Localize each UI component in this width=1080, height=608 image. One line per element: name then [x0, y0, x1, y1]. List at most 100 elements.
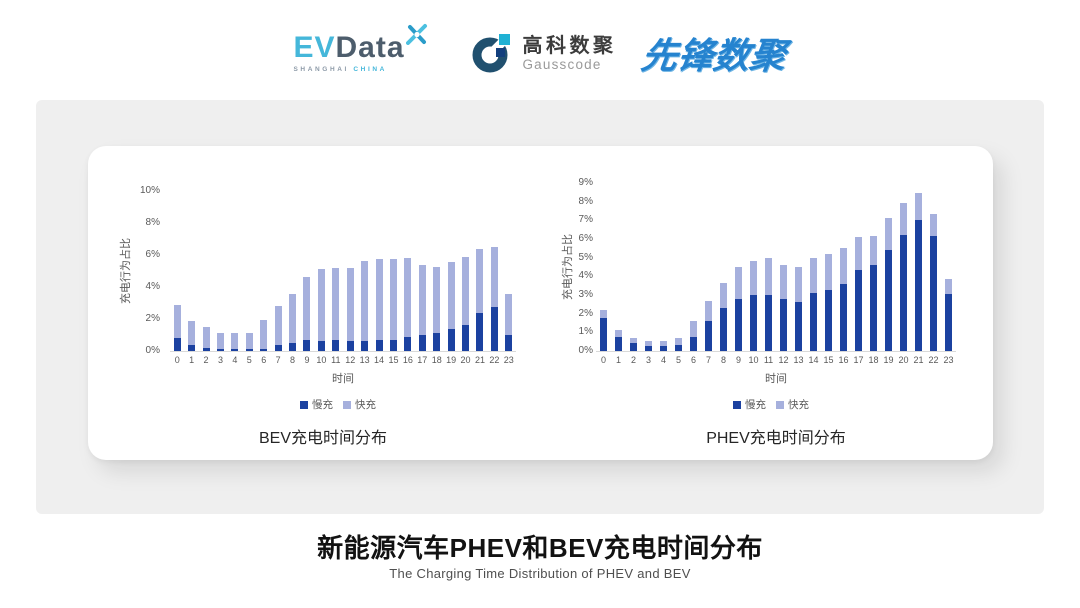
- bar-hour-8: [720, 282, 727, 351]
- bar-segment-慢充: [945, 294, 952, 351]
- bar-segment-慢充: [274, 345, 282, 351]
- bar-segment-快充: [202, 327, 210, 348]
- phev-legend-swatch-fast: [776, 401, 784, 409]
- bev-legend-swatch-slow: [300, 401, 308, 409]
- bar-hour-3: [216, 332, 224, 351]
- bar-hour-21: [476, 249, 484, 351]
- bar-segment-快充: [630, 337, 637, 343]
- bar-segment-快充: [900, 202, 907, 236]
- bar-segment-慢充: [900, 235, 907, 351]
- x-tick-13: 13: [359, 355, 370, 365]
- x-tick-15: 15: [823, 355, 834, 365]
- bar-segment-慢充: [780, 298, 787, 351]
- bar-segment-慢充: [870, 265, 877, 351]
- gausscode-en-text: Gausscode: [522, 56, 602, 72]
- bar-segment-慢充: [630, 342, 637, 351]
- x-tick-8: 8: [720, 355, 726, 365]
- evdata-data-text: Data: [335, 31, 405, 64]
- bar-segment-快充: [447, 262, 455, 330]
- x-tick-2: 2: [203, 355, 209, 365]
- bev-chart-title: BEV充电时间分布: [258, 430, 388, 447]
- bar-segment-慢充: [389, 339, 397, 351]
- y-tick-5: 5%: [578, 251, 593, 263]
- bar-segment-慢充: [418, 335, 426, 351]
- bar-segment-快充: [600, 309, 607, 319]
- phev-legend-label-fast: 快充: [788, 399, 809, 411]
- phev-legend-label-slow: 慢充: [745, 399, 766, 411]
- bar-hour-5: [245, 332, 253, 351]
- y-tick-1: 1%: [578, 326, 593, 338]
- bar-segment-快充: [750, 261, 757, 295]
- x-tick-12: 12: [778, 355, 789, 365]
- bar-segment-慢充: [361, 341, 369, 351]
- bar-segment-快充: [930, 213, 937, 237]
- evdata-wordmark: EVData: [293, 24, 445, 64]
- x-tick-5: 5: [246, 355, 252, 365]
- bar-hour-7: [274, 306, 282, 351]
- y-tick-0: 0%: [145, 345, 160, 356]
- bar-segment-快充: [915, 193, 922, 221]
- chart-phev: 充电行为占比 0% 1% 2% 3% 4% 5% 6% 7% 8% 9% 0 1 2 3 4 5 6 7 8 9 10…: [540, 146, 993, 460]
- bar-segment-快充: [855, 237, 862, 270]
- bar-segment-快充: [645, 340, 652, 347]
- bar-segment-慢充: [332, 339, 340, 351]
- gausscode-logo: 高科数聚 Gausscode: [471, 31, 616, 75]
- x-tick-23: 23: [503, 355, 514, 365]
- bar-hour-18: [433, 267, 441, 351]
- bar-hour-8: [289, 294, 297, 351]
- bar-segment-慢充: [202, 347, 210, 351]
- bar-segment-快充: [231, 333, 239, 350]
- x-tick-16: 16: [402, 355, 413, 365]
- bar-hour-17: [855, 237, 862, 351]
- x-tick-10: 10: [748, 355, 759, 365]
- bar-segment-慢充: [720, 308, 727, 351]
- x-tick-11: 11: [763, 355, 774, 365]
- bar-hour-22: [930, 213, 937, 351]
- x-tick-13: 13: [793, 355, 804, 365]
- x-tick-6: 6: [261, 355, 267, 365]
- bar-hour-0: [173, 304, 181, 351]
- x-tick-16: 16: [838, 355, 849, 365]
- bar-hour-3: [645, 340, 652, 351]
- phev-legend-swatch-slow: [733, 401, 741, 409]
- bar-hour-14: [375, 259, 383, 351]
- bar-hour-9: [303, 276, 311, 351]
- x-tick-1: 1: [615, 355, 621, 365]
- bar-segment-慢充: [245, 349, 253, 351]
- x-tick-4: 4: [232, 355, 238, 365]
- bar-segment-快充: [690, 321, 697, 337]
- bar-hour-9: [735, 267, 742, 351]
- bar-segment-快充: [765, 257, 772, 295]
- gausscode-cn-text: 高科数聚: [522, 34, 617, 57]
- bar-hour-22: [490, 247, 498, 351]
- bar-segment-慢充: [765, 295, 772, 351]
- bar-segment-快充: [317, 268, 325, 341]
- phev-x-axis-ticks: 0 1 2 3 4 5 6 7 8 9 10 11 12 13 14 15 16 17 18 19 20 21 22 23: [596, 354, 956, 366]
- bar-hour-18: [870, 236, 877, 351]
- bar-hour-10: [750, 261, 757, 351]
- bar-segment-慢充: [795, 301, 802, 351]
- bar-segment-快充: [245, 332, 253, 350]
- bar-segment-慢充: [260, 348, 268, 351]
- bar-segment-快充: [720, 282, 727, 309]
- x-tick-9: 9: [735, 355, 741, 365]
- y-tick-4: 4%: [145, 281, 160, 292]
- chart-bev: 充电行为占比 0% 2% 4% 6% 8% 10% 0 1 2 3 4 5 6 7 8 9 10 11 12 13 1…: [88, 146, 540, 460]
- bar-segment-慢充: [825, 290, 832, 351]
- x-tick-10: 10: [316, 355, 327, 365]
- bar-segment-快充: [795, 267, 802, 302]
- x-tick-3: 3: [217, 355, 223, 365]
- bar-segment-慢充: [675, 345, 682, 351]
- bar-segment-慢充: [600, 318, 607, 351]
- evdata-star-icon: [405, 24, 427, 45]
- bar-hour-6: [690, 321, 697, 351]
- bar-segment-快充: [389, 259, 397, 340]
- x-tick-2: 2: [630, 355, 636, 365]
- y-tick-4: 4%: [578, 270, 593, 282]
- evdata-china-text: CHINA: [353, 66, 387, 73]
- bar-hour-2: [630, 337, 637, 351]
- evdata-logo: EVData SHANGHAI CHINA: [293, 24, 445, 73]
- bar-hour-13: [361, 261, 369, 351]
- bev-legend-swatch-fast: [343, 401, 351, 409]
